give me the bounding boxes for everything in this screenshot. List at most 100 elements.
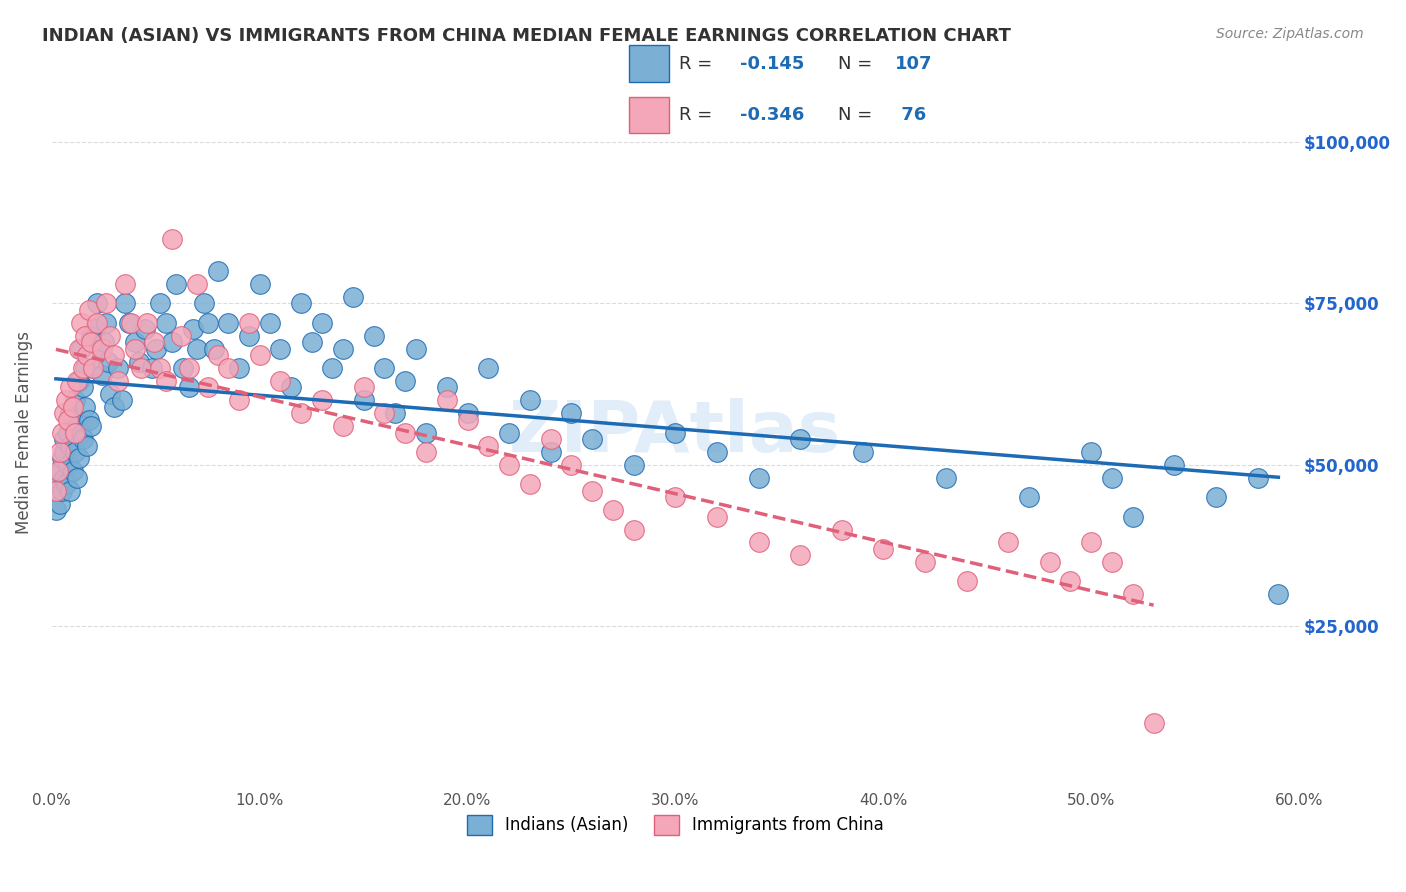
Point [217, 361, 239, 376]
Point [519, 477, 541, 491]
Point [197, 380, 219, 394]
Point [107, 374, 129, 388]
Point [118, 316, 141, 330]
Point [58, 413, 80, 427]
Point [136, 316, 159, 330]
Point [103, 400, 125, 414]
Point [66, 413, 89, 427]
Point [363, 328, 385, 343]
Point [76, 348, 98, 362]
Point [49, 497, 72, 511]
Point [1080, 445, 1102, 459]
Point [540, 432, 562, 446]
Point [94, 296, 117, 310]
Point [114, 277, 136, 291]
Point [53, 471, 76, 485]
Point [72, 380, 94, 394]
Point [373, 406, 395, 420]
Point [73, 328, 96, 343]
Point [405, 342, 427, 356]
Point [51, 451, 73, 466]
Point [181, 322, 204, 336]
Point [90, 342, 112, 356]
Point [70, 425, 93, 440]
Point [623, 523, 645, 537]
Point [63, 393, 86, 408]
Point [1101, 555, 1123, 569]
Point [162, 232, 184, 246]
Point [111, 393, 134, 408]
Text: ZIPAtlas: ZIPAtlas [509, 398, 842, 467]
Point [207, 348, 229, 362]
Text: -0.145: -0.145 [740, 54, 804, 72]
Point [70, 316, 93, 330]
Point [80, 335, 103, 350]
Point [63, 445, 86, 459]
Point [457, 413, 479, 427]
Point [748, 471, 770, 485]
FancyBboxPatch shape [628, 45, 669, 82]
Point [498, 425, 520, 440]
Point [73, 361, 96, 376]
Point [1059, 574, 1081, 589]
Point [955, 574, 977, 589]
Point [72, 432, 94, 446]
Point [1163, 458, 1185, 472]
Point [706, 445, 728, 459]
Point [872, 541, 894, 556]
Point [120, 316, 142, 330]
Point [290, 296, 312, 310]
Point [477, 361, 499, 376]
Point [353, 380, 375, 394]
Point [114, 296, 136, 310]
Point [169, 328, 191, 343]
Point [58, 458, 80, 472]
Point [217, 316, 239, 330]
Point [80, 328, 103, 343]
Point [177, 361, 200, 376]
Point [384, 406, 406, 420]
Point [1080, 535, 1102, 549]
Point [415, 445, 437, 459]
Point [55, 393, 77, 408]
Point [228, 393, 250, 408]
Point [498, 458, 520, 472]
Point [145, 342, 167, 356]
Point [103, 348, 125, 362]
Point [53, 445, 76, 459]
Point [342, 290, 364, 304]
Point [67, 342, 90, 356]
Point [45, 503, 67, 517]
Point [332, 419, 354, 434]
Point [249, 348, 271, 362]
Point [997, 535, 1019, 549]
Point [249, 277, 271, 291]
Point [560, 458, 582, 472]
Text: INDIAN (ASIAN) VS IMMIGRANTS FROM CHINA MEDIAN FEMALE EARNINGS CORRELATION CHART: INDIAN (ASIAN) VS IMMIGRANTS FROM CHINA … [42, 27, 1011, 45]
Point [73, 400, 96, 414]
Point [935, 471, 957, 485]
Point [124, 335, 146, 350]
Point [70, 342, 93, 356]
Point [53, 406, 76, 420]
Point [193, 296, 215, 310]
Point [172, 361, 194, 376]
Point [238, 316, 260, 330]
Point [51, 425, 73, 440]
Point [706, 509, 728, 524]
Point [82, 361, 104, 376]
Point [1142, 716, 1164, 731]
Point [58, 425, 80, 440]
Point [1018, 490, 1040, 504]
Text: 76: 76 [896, 106, 927, 124]
Point [602, 503, 624, 517]
Point [97, 354, 120, 368]
Point [177, 380, 200, 394]
Point [581, 432, 603, 446]
Point [49, 445, 72, 459]
Point [77, 302, 100, 317]
Point [851, 445, 873, 459]
Point [59, 380, 82, 394]
Point [1205, 490, 1227, 504]
Point [560, 406, 582, 420]
